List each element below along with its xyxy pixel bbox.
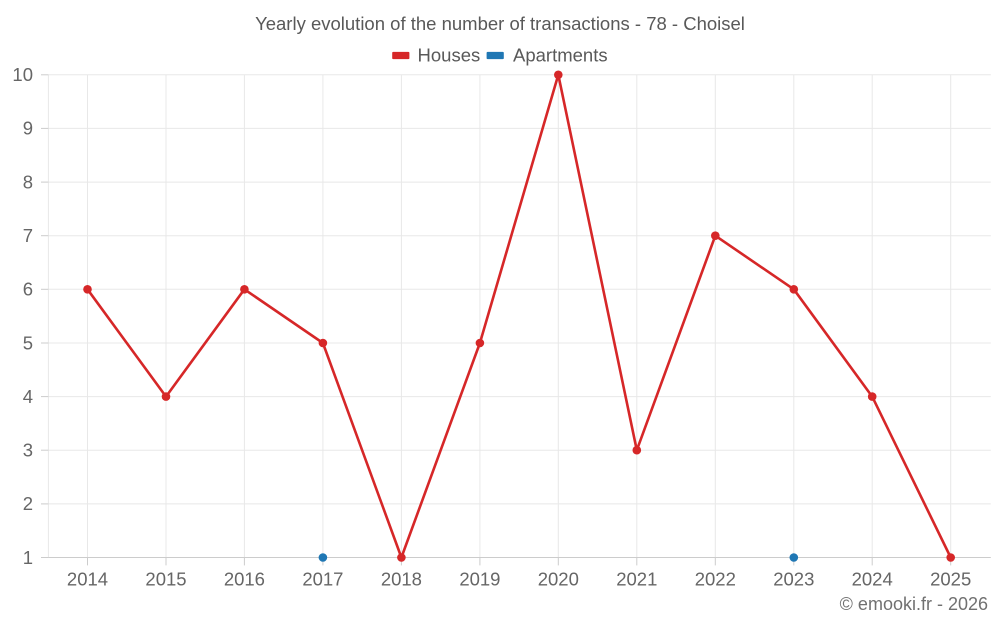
svg-text:2014: 2014	[67, 569, 108, 590]
svg-text:Apartments: Apartments	[513, 44, 608, 65]
svg-text:Houses: Houses	[418, 44, 481, 65]
svg-text:2025: 2025	[930, 569, 971, 590]
svg-text:2022: 2022	[695, 569, 736, 590]
svg-text:2017: 2017	[302, 569, 343, 590]
svg-text:3: 3	[23, 440, 33, 461]
svg-text:2020: 2020	[538, 569, 579, 590]
svg-text:2024: 2024	[852, 569, 893, 590]
svg-text:2015: 2015	[145, 569, 186, 590]
svg-text:2021: 2021	[616, 569, 657, 590]
svg-text:2016: 2016	[224, 569, 265, 590]
svg-text:1: 1	[23, 547, 33, 568]
svg-text:2023: 2023	[773, 569, 814, 590]
svg-text:2: 2	[23, 493, 33, 514]
svg-text:5: 5	[23, 332, 33, 353]
svg-text:Yearly evolution of the number: Yearly evolution of the number of transa…	[255, 13, 745, 34]
svg-text:9: 9	[23, 118, 33, 139]
svg-text:2018: 2018	[381, 569, 422, 590]
svg-text:10: 10	[12, 64, 33, 85]
svg-text:7: 7	[23, 225, 33, 246]
svg-text:6: 6	[23, 279, 33, 300]
svg-text:© emooki.fr - 2026: © emooki.fr - 2026	[840, 594, 988, 614]
svg-text:8: 8	[23, 171, 33, 192]
svg-text:4: 4	[23, 386, 33, 407]
svg-text:2019: 2019	[459, 569, 500, 590]
